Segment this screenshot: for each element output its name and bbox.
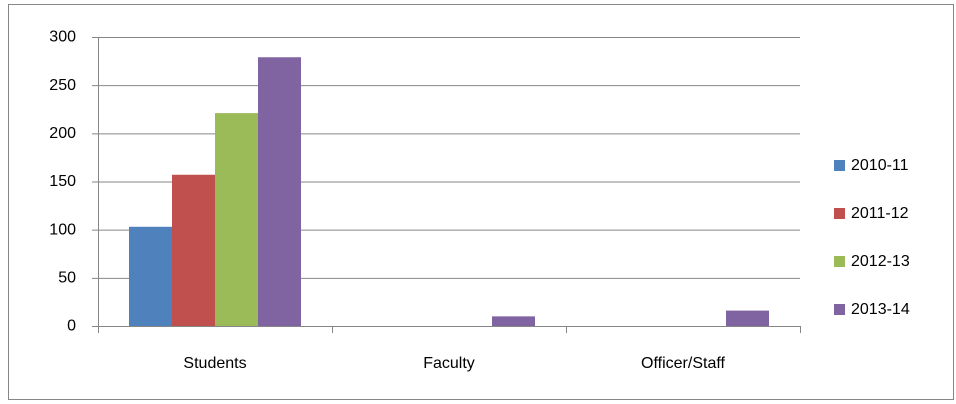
legend-label: 2011-12 <box>851 205 909 222</box>
y-tick-label: 0 <box>67 318 76 335</box>
x-tick-label: Faculty <box>423 355 475 372</box>
bar <box>172 174 215 326</box>
bar <box>215 113 258 326</box>
y-tick-label: 150 <box>49 173 76 190</box>
x-tick-label: Officer/Staff <box>641 355 725 372</box>
x-tick-label: Students <box>183 355 246 372</box>
y-tick-label: 250 <box>49 77 76 94</box>
legend-swatch <box>834 160 845 171</box>
bar <box>129 226 173 326</box>
legend-label: 2010-11 <box>851 157 909 174</box>
bar <box>491 316 535 326</box>
y-tick-label: 100 <box>49 221 76 238</box>
y-tick-label: 50 <box>58 270 76 287</box>
legend-swatch <box>834 256 845 267</box>
legend-label: 2013-14 <box>851 301 910 318</box>
chart-frame <box>8 4 954 400</box>
y-tick-label: 300 <box>49 29 76 46</box>
legend-label: 2012-13 <box>851 253 910 270</box>
y-tick-label: 200 <box>49 125 76 142</box>
bar <box>725 310 769 326</box>
legend-swatch <box>834 208 845 219</box>
legend-swatch <box>834 304 845 315</box>
bar <box>257 57 301 326</box>
